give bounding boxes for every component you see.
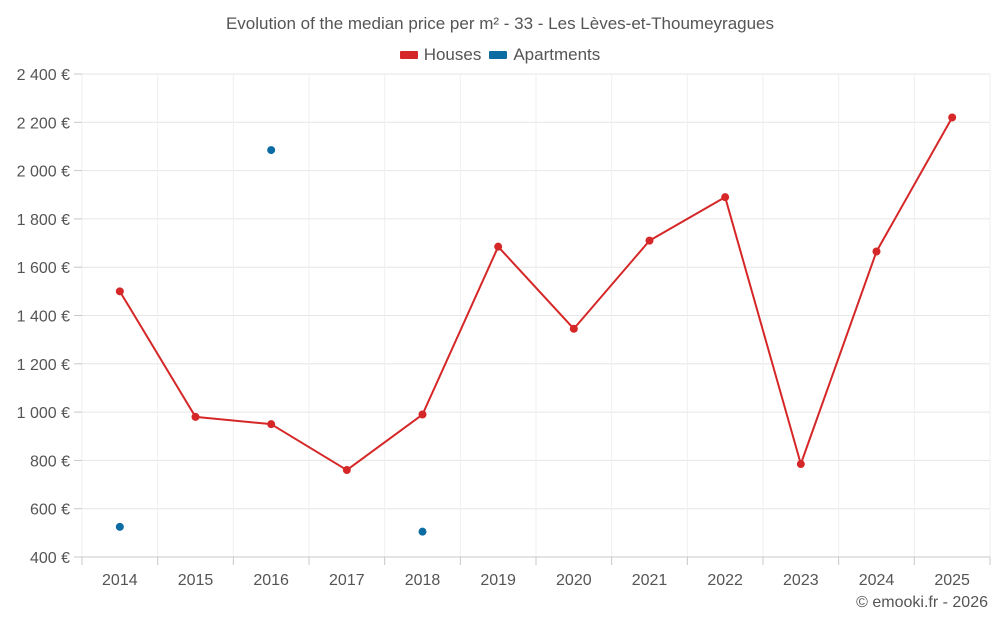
- data-point-houses[interactable]: [645, 236, 654, 245]
- x-tick-label: 2024: [859, 572, 895, 589]
- y-tick-label: 400 €: [30, 550, 70, 567]
- y-tick-label: 1 600 €: [17, 260, 70, 277]
- x-tick-label: 2023: [783, 572, 819, 589]
- chart-title: Evolution of the median price per m² - 3…: [225, 14, 775, 33]
- data-point-houses[interactable]: [342, 466, 351, 475]
- x-tick-label: 2014: [102, 572, 138, 589]
- y-tick-label: 2 000 €: [17, 164, 70, 181]
- credit: © emooki.fr - 2026: [856, 594, 988, 611]
- y-tick-label: 600 €: [30, 502, 70, 519]
- legend-label-houses: Houses: [423, 45, 482, 64]
- y-tick-label: 800 €: [30, 453, 70, 470]
- x-tick-label: 2020: [556, 572, 592, 589]
- x-tick-label: 2015: [178, 572, 214, 589]
- data-point-apartments[interactable]: [267, 146, 276, 155]
- legend-item-apartments[interactable]: Apartments: [489, 45, 600, 65]
- data-point-houses[interactable]: [494, 242, 503, 251]
- legend-item-houses[interactable]: Houses: [399, 45, 482, 65]
- x-tick-label: 2018: [405, 572, 441, 589]
- data-point-houses[interactable]: [948, 113, 957, 122]
- x-tick-label: 2017: [329, 572, 365, 589]
- data-point-houses[interactable]: [418, 410, 427, 419]
- y-tick-label: 1 400 €: [17, 309, 70, 326]
- y-tick-label: 2 200 €: [17, 115, 70, 132]
- x-tick-label: 2022: [707, 572, 743, 589]
- y-tick-label: 1 800 €: [17, 212, 70, 229]
- x-tick-label: 2025: [934, 572, 970, 589]
- y-tick-label: 2 400 €: [17, 67, 70, 84]
- y-tick-label: 1 200 €: [17, 357, 70, 374]
- data-point-apartments[interactable]: [115, 522, 124, 531]
- data-point-houses[interactable]: [115, 287, 124, 296]
- legend-swatch-apartments: [489, 51, 508, 59]
- data-point-houses[interactable]: [569, 324, 578, 333]
- legend: Houses Apartments: [0, 45, 1000, 65]
- y-tick-label: 1 000 €: [17, 405, 70, 422]
- data-point-houses[interactable]: [191, 412, 200, 421]
- x-tick-label: 2016: [253, 572, 289, 589]
- data-point-houses[interactable]: [721, 193, 730, 202]
- data-point-houses[interactable]: [267, 420, 276, 429]
- x-tick-label: 2021: [632, 572, 668, 589]
- data-point-houses[interactable]: [796, 460, 805, 469]
- data-point-houses[interactable]: [872, 247, 881, 256]
- legend-swatch-houses: [399, 51, 418, 59]
- series-line-houses: [118, 116, 954, 472]
- legend-label-apartments: Apartments: [513, 45, 601, 64]
- x-tick-label: 2019: [480, 572, 516, 589]
- data-point-apartments[interactable]: [418, 527, 427, 536]
